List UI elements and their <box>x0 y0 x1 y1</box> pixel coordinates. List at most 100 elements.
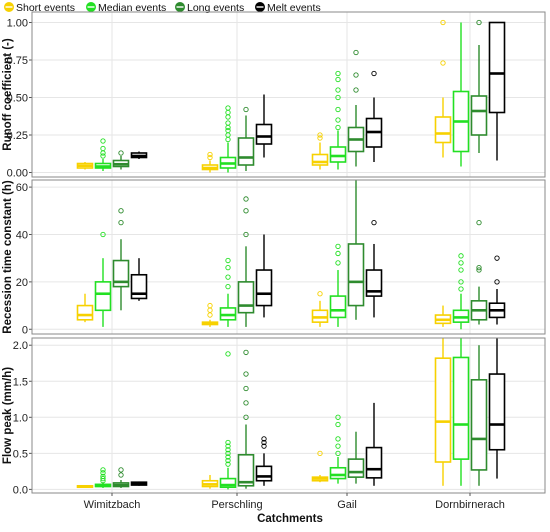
box-long-gail <box>347 180 365 320</box>
outlier-point <box>225 136 231 143</box>
outlier-point <box>118 219 124 226</box>
outlier-point <box>225 105 231 111</box>
outlier-point <box>100 150 106 156</box>
outlier-point <box>207 312 213 318</box>
box-melt-dornbirnerach <box>488 21 506 161</box>
outlier-point <box>371 219 377 226</box>
outlier-point <box>458 286 464 292</box>
outlier-point <box>207 154 213 161</box>
outlier-point <box>207 151 213 158</box>
outlier-point <box>335 443 341 449</box>
outlier-point <box>335 243 341 249</box>
box-median-perschling <box>219 105 237 173</box>
legend-label-long: Long events <box>187 2 244 14</box>
outlier-point <box>335 250 341 257</box>
box-melt-wimitzbach <box>130 481 148 486</box>
outlier-point <box>100 153 106 159</box>
y-tick-label: 0 <box>22 324 28 336</box>
y-tick-label: 0.0 <box>13 484 28 496</box>
outlier-point <box>225 120 231 126</box>
x-axis-title: Catchments <box>257 513 323 525</box>
outlier-point <box>243 385 249 392</box>
outlier-point <box>243 414 249 420</box>
box-iqr <box>94 281 112 312</box>
y-tick-label: 0.50 <box>7 93 28 105</box>
outlier-point <box>476 267 482 273</box>
outlier-point <box>225 114 231 120</box>
outlier-point <box>494 279 500 285</box>
box-melt-gail <box>365 70 383 162</box>
outlier-point <box>225 454 231 460</box>
outlier-point <box>335 70 341 77</box>
y-tick-label: 20 <box>16 277 28 289</box>
y-tick-label: 2.0 <box>13 340 28 352</box>
legend-item-short: Short events <box>4 2 75 14</box>
legend-label-median: Median events <box>98 2 166 14</box>
box-median-dornbirnerach <box>452 253 470 330</box>
outlier-point <box>317 291 323 297</box>
outlier-point <box>261 436 267 442</box>
outlier-point <box>317 450 323 456</box>
box-iqr <box>488 373 506 451</box>
outlier-point <box>243 208 249 214</box>
outlier-point <box>458 260 464 266</box>
box-iqr <box>434 116 452 144</box>
box-short-gail <box>311 132 329 170</box>
box-iqr <box>488 21 506 114</box>
box-iqr <box>470 95 488 136</box>
box-iqr <box>452 356 470 460</box>
outlier-point <box>118 208 124 214</box>
outlier-point <box>371 70 377 77</box>
box-long-gail <box>347 49 365 167</box>
outlier-point <box>100 138 106 144</box>
outlier-point <box>476 219 482 226</box>
box-iqr <box>329 295 347 319</box>
box-short-perschling <box>201 474 219 489</box>
y-axis-title: Runoff coefficient (-) <box>2 38 14 151</box>
y-tick-label: 0.25 <box>7 130 28 142</box>
box-long-perschling <box>237 106 255 171</box>
box-short-gail <box>311 291 329 327</box>
outlier-point <box>100 467 106 473</box>
legend-label-melt: Melt events <box>267 2 321 14</box>
box-melt-wimitzbach <box>130 258 148 301</box>
outlier-point <box>353 87 359 93</box>
outlier-point <box>100 470 106 476</box>
y-tick-label: 0.75 <box>7 55 28 67</box>
box-long-wimitzbach <box>112 208 130 311</box>
panel-3: 0.0 0.5 1.0 1.5 2.0 Flow peak (mm/h) <box>2 337 546 496</box>
outlier-point <box>225 457 231 464</box>
box-short-dornbirnerach <box>434 19 452 158</box>
box-melt-dornbirnerach <box>488 338 506 479</box>
box-short-wimitzbach <box>76 162 94 170</box>
outlier-point <box>458 253 464 259</box>
box-iqr <box>255 269 273 307</box>
outlier-point <box>118 150 124 156</box>
box-iqr <box>255 465 273 482</box>
panel-border <box>31 337 546 494</box>
box-iqr <box>237 137 255 166</box>
y-tick-label: 1.5 <box>13 376 28 388</box>
box-iqr <box>255 123 273 145</box>
box-long-wimitzbach <box>112 467 130 488</box>
box-short-dornbirnerach <box>434 338 452 486</box>
box-short-perschling <box>201 302 219 327</box>
outlier-point <box>225 127 231 134</box>
outlier-point <box>335 94 341 101</box>
box-long-wimitzbach <box>112 150 130 170</box>
box-iqr <box>434 357 452 463</box>
x-tick-label: Perschling <box>211 499 262 511</box>
x-tick-label: Dornbirnerach <box>435 499 505 511</box>
outlier-point <box>458 279 464 285</box>
box-median-gail <box>329 243 347 327</box>
panel-1: 0.00 0.25 0.50 0.75 1.00 Runoff coefficient (… <box>2 11 546 180</box>
box-iqr <box>365 446 383 479</box>
outlier-point <box>261 443 267 449</box>
box-median-perschling <box>219 257 237 327</box>
y-tick-label: 40 <box>16 229 28 241</box>
outlier-point <box>243 400 249 406</box>
box-iqr <box>112 259 130 288</box>
outlier-point <box>476 19 482 26</box>
